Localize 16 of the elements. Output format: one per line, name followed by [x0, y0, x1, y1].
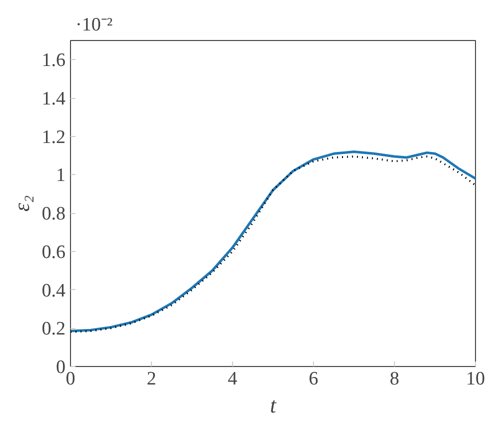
- y-tick-label: 1.2: [42, 126, 66, 148]
- y-tick-label: 0.4: [42, 280, 66, 302]
- y-tick-label: 1.6: [42, 50, 66, 72]
- x-tick-label: 8: [390, 368, 400, 390]
- y-tick-label: 0.2: [42, 318, 66, 340]
- x-tick-label: 4: [228, 368, 238, 390]
- y-axis-title: ε₂: [8, 194, 34, 212]
- x-axis-title: t: [270, 392, 277, 418]
- y-tick-label: 1: [56, 165, 66, 186]
- text: ·10⁻²: [76, 14, 113, 36]
- x-tick-label: 10: [466, 368, 485, 390]
- x-tick-label: 2: [146, 368, 156, 390]
- y-tick-label: 0.8: [42, 204, 66, 225]
- y-tick-label: 1.4: [42, 88, 66, 110]
- x-tick-label: 6: [308, 368, 318, 390]
- y-tick-label: 0.6: [42, 242, 66, 263]
